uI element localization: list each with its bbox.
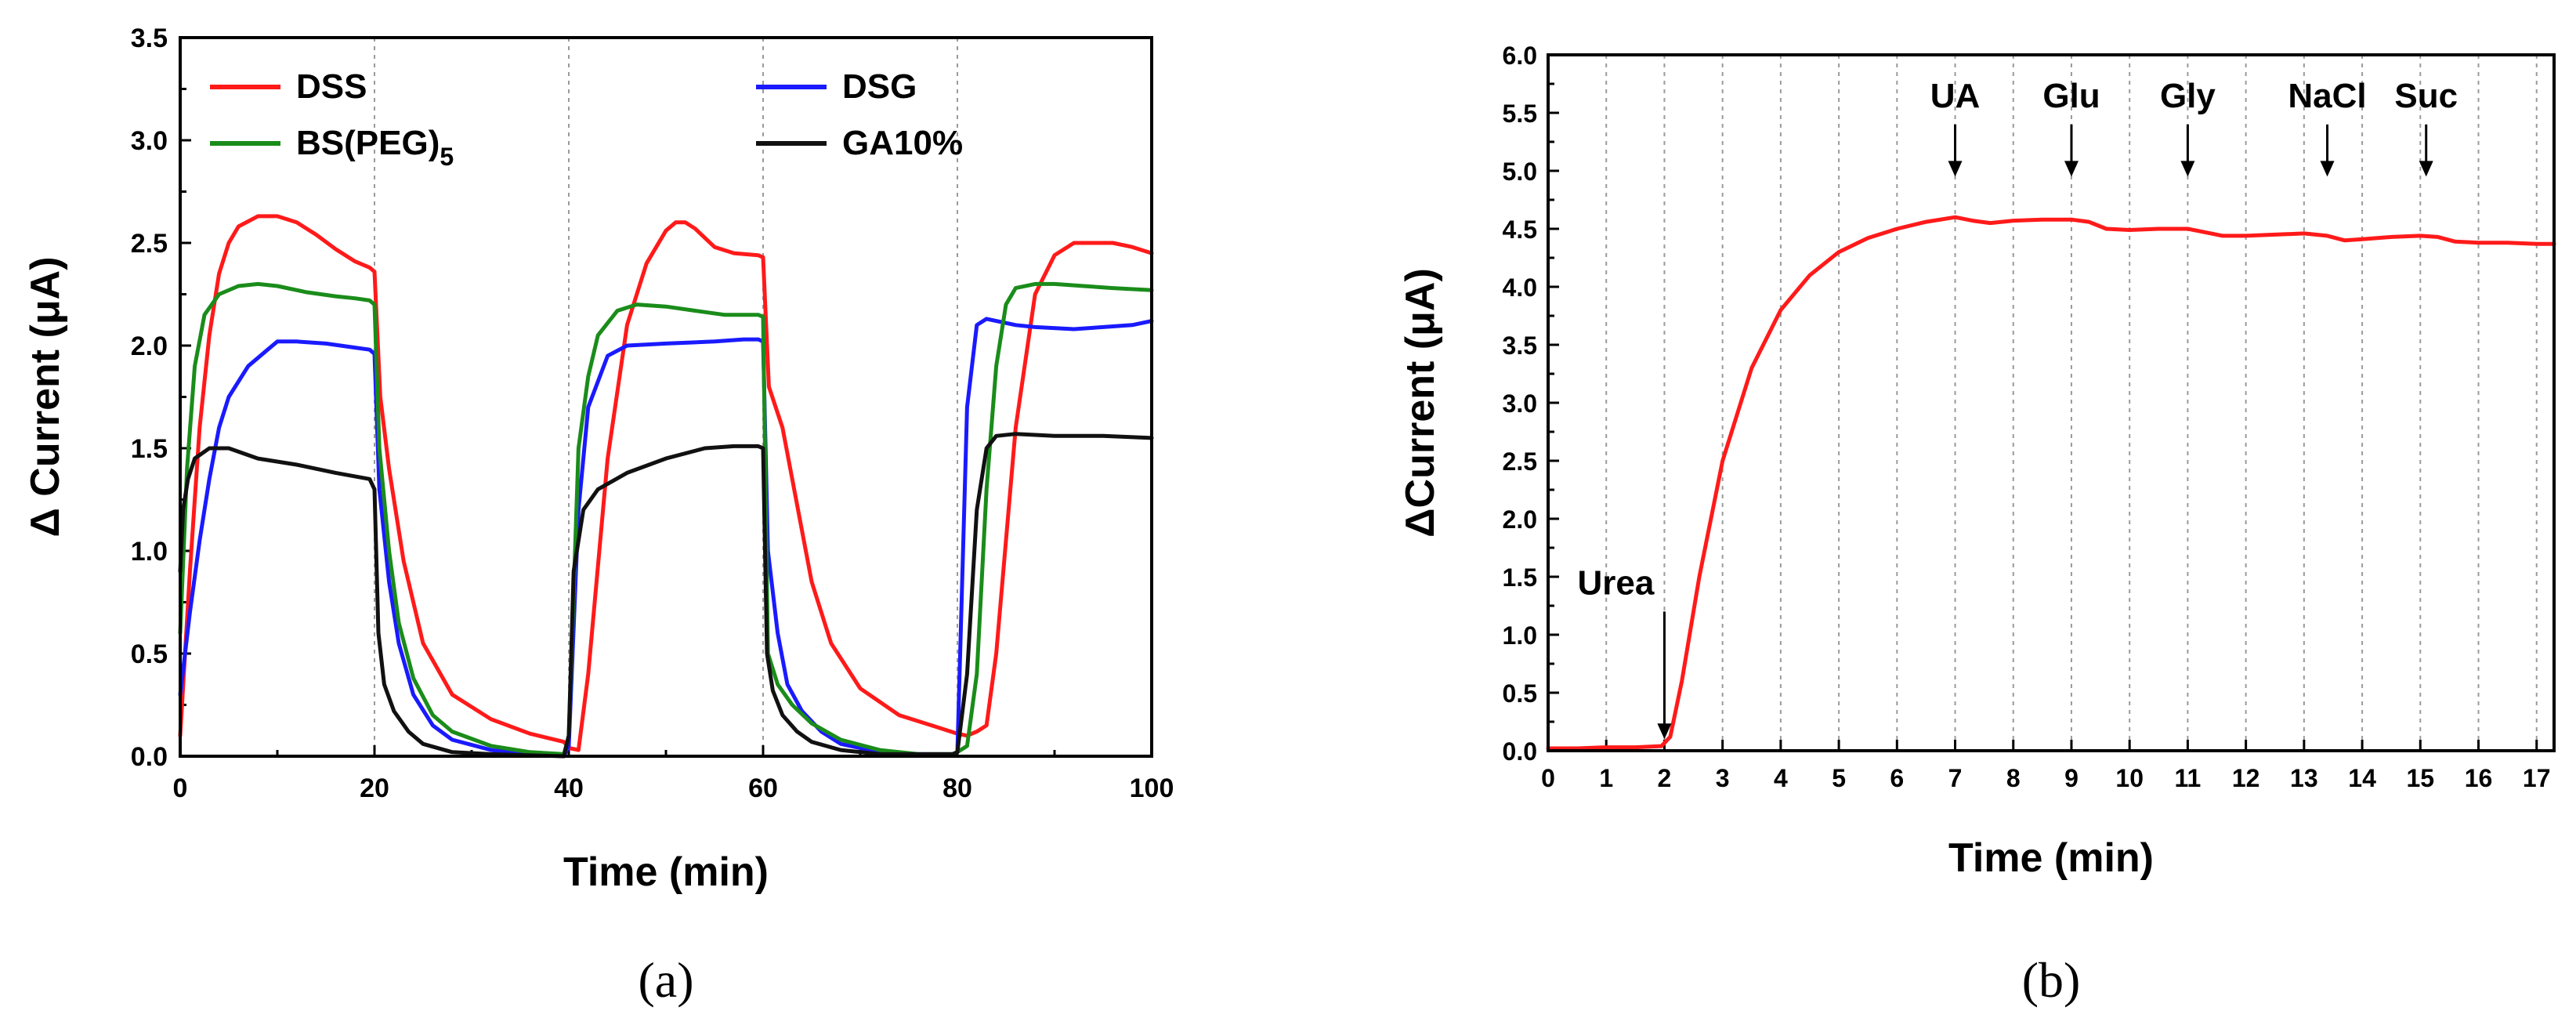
x-tick-label: 0 bbox=[173, 773, 188, 803]
y-tick-label: 2.5 bbox=[131, 229, 168, 259]
legend-label-subscript: 5 bbox=[440, 143, 454, 171]
plot-frame bbox=[1547, 53, 2556, 752]
y-tick-label: 1.0 bbox=[1503, 621, 1537, 650]
y-tick-label: 3.0 bbox=[131, 126, 168, 156]
y-tick-label: 3.5 bbox=[1503, 331, 1537, 360]
y-tick-label: 6.0 bbox=[1503, 42, 1537, 70]
y-tick-label: 1.0 bbox=[131, 537, 168, 567]
x-tick-label: 100 bbox=[1130, 773, 1174, 803]
annotation-arrow-head bbox=[1657, 723, 1672, 740]
x-tick-label: 3 bbox=[1716, 764, 1730, 792]
annotation-label: Suc bbox=[2394, 77, 2458, 115]
annotation-arrow-head bbox=[1948, 161, 1963, 177]
x-tick-label: 1 bbox=[1599, 764, 1613, 792]
x-tick-label: 40 bbox=[554, 773, 584, 803]
y-tick-label: 2.5 bbox=[1503, 447, 1537, 476]
y-tick-label: 3.5 bbox=[131, 24, 168, 53]
y-tick-label: 0.0 bbox=[1503, 737, 1537, 766]
legend-item: BS(PEG)5 bbox=[210, 124, 454, 171]
y-tick-label: 0.5 bbox=[1503, 679, 1537, 708]
annotation-label: NaCl bbox=[2288, 77, 2366, 115]
x-tick-label: 20 bbox=[360, 773, 389, 803]
legend-label-main: BS(PEG) bbox=[296, 124, 440, 162]
annotation-glu: Glu bbox=[2042, 77, 2100, 177]
plot-frame bbox=[179, 36, 1153, 758]
legend-item: DSS bbox=[210, 67, 367, 106]
series-line-bs-peg-5 bbox=[178, 281, 1154, 756]
x-tick-label: 0 bbox=[1541, 764, 1555, 792]
x-tick-label: 8 bbox=[2006, 764, 2021, 792]
x-tick-label: 60 bbox=[748, 773, 778, 803]
y-tick-label: 1.5 bbox=[131, 434, 168, 464]
x-tick-label: 9 bbox=[2064, 764, 2079, 792]
annotation-label: Glu bbox=[2042, 77, 2100, 115]
annotation-nacl: NaCl bbox=[2288, 77, 2367, 177]
x-tick-label: 80 bbox=[942, 773, 972, 803]
y-tick-label: 0.0 bbox=[131, 742, 168, 772]
x-tick-label: 16 bbox=[2465, 764, 2493, 792]
panel-label: (a) bbox=[638, 952, 693, 1008]
x-tick-label: 12 bbox=[2232, 764, 2260, 792]
legend-label-main: DSG bbox=[842, 67, 917, 106]
series-line-dsg bbox=[178, 317, 1154, 759]
legend-label: BS(PEG)5 bbox=[296, 124, 454, 171]
legend-label-main: DSS bbox=[296, 67, 367, 106]
x-tick-label: 4 bbox=[1774, 764, 1788, 792]
legend-label-main: GA10% bbox=[842, 124, 963, 162]
y-tick-label: 5.5 bbox=[1503, 100, 1537, 128]
legend-label: DSG bbox=[842, 67, 917, 106]
annotation-urea: Urea bbox=[1578, 563, 1672, 740]
x-tick-label: 5 bbox=[1832, 764, 1846, 792]
legend-label: DSS bbox=[296, 67, 367, 106]
series-line-ga10- bbox=[178, 432, 1154, 759]
legend-item: DSG bbox=[756, 67, 917, 106]
annotation-label: Urea bbox=[1578, 563, 1655, 602]
y-tick-label: 3.0 bbox=[1503, 389, 1537, 418]
x-tick-label: 15 bbox=[2406, 764, 2434, 792]
series-line-response bbox=[1546, 215, 2556, 751]
annotation-arrow-head bbox=[2320, 161, 2335, 177]
series-line-dss bbox=[178, 214, 1154, 752]
x-tick-label: 11 bbox=[2175, 764, 2202, 792]
panel-label: (b) bbox=[2022, 952, 2081, 1008]
y-tick-label: 4.5 bbox=[1503, 216, 1537, 244]
x-tick-label: 6 bbox=[1890, 764, 1904, 792]
x-tick-label: 2 bbox=[1658, 764, 1672, 792]
annotation-arrow-head bbox=[2064, 161, 2079, 177]
annotation-ua: UA bbox=[1930, 77, 1981, 177]
y-axis-title: ΔCurrent (μA) bbox=[1398, 268, 1443, 538]
legend-label: GA10% bbox=[842, 124, 963, 162]
y-tick-label: 2.0 bbox=[1503, 505, 1537, 534]
panel-b-chart: 0.0 0.5 1.0 1.5 2.0 2.5 3.0 3.5 4.0 4.5 5.0 5.5 6.0 0… bbox=[1398, 42, 2556, 1008]
x-tick-label: 10 bbox=[2115, 764, 2144, 792]
annotation-label: Gly bbox=[2160, 77, 2216, 115]
panel-a-chart: 0.0 0.5 1.0 1.5 2.0 2.5 3.0 3.5 0 20 40 60 80 100 Time… bbox=[23, 24, 1174, 1008]
y-tick-label: 5.0 bbox=[1503, 158, 1537, 186]
x-tick-label: 17 bbox=[2523, 764, 2551, 792]
y-tick-label: 4.0 bbox=[1503, 273, 1537, 302]
x-axis-title: Time (min) bbox=[563, 849, 769, 895]
x-tick-label: 14 bbox=[2348, 764, 2376, 792]
x-tick-label: 13 bbox=[2290, 764, 2318, 792]
y-axis-title: Δ Current (μA) bbox=[23, 256, 68, 537]
y-tick-label: 2.0 bbox=[131, 331, 168, 361]
annotation-arrow-head bbox=[2419, 161, 2433, 177]
x-axis-title: Time (min) bbox=[1948, 835, 2154, 881]
legend-item: GA10% bbox=[756, 124, 963, 162]
y-tick-label: 1.5 bbox=[1503, 563, 1537, 592]
annotation-label: UA bbox=[1930, 77, 1981, 115]
annotation-gly: Gly bbox=[2160, 77, 2216, 177]
annotation-arrow-head bbox=[2180, 161, 2195, 177]
y-tick-label: 0.5 bbox=[131, 639, 168, 669]
annotation-suc: Suc bbox=[2394, 77, 2458, 177]
x-tick-label: 7 bbox=[1948, 764, 1963, 792]
